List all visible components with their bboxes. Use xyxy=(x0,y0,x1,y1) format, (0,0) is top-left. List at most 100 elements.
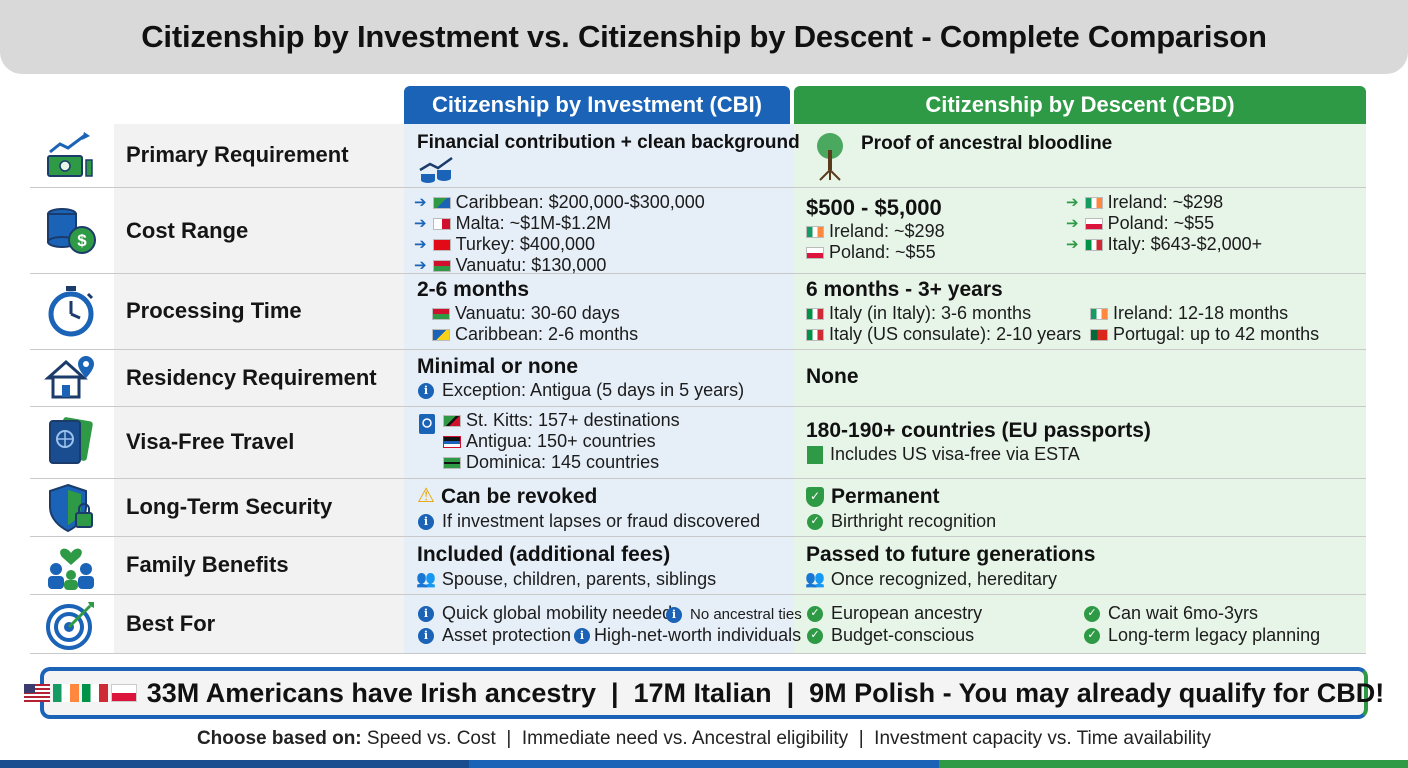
list-item: i High-net-worth individuals xyxy=(574,625,801,646)
list-item: ✓ Budget-conscious xyxy=(807,625,974,646)
cbi-cost-list: ➔ Caribbean: $200,000-$300,000 ➔ Malta: ~$… xyxy=(414,192,705,276)
list-item: Caribbean: 2-6 months xyxy=(432,324,638,345)
ancestry-banner: 33M Americans have Irish ancestry | 17M … xyxy=(23,667,1384,719)
flag-icon xyxy=(806,307,824,320)
cbi-processing-list: Vanuatu: 30-60 days Caribbean: 2-6 month… xyxy=(432,303,638,345)
stopwatch-icon xyxy=(44,284,98,338)
cbd-column-header: Citizenship by Descent (CBD) xyxy=(794,86,1366,124)
coins-chart-icon xyxy=(418,156,462,191)
flag-icon xyxy=(443,435,461,448)
row-family-benefits: Family Benefits Included (additional fee… xyxy=(30,537,1366,595)
check-icon: ✓ xyxy=(807,513,823,530)
family-tree-icon xyxy=(806,130,854,187)
flag-icon xyxy=(443,456,461,469)
passport-small-icon xyxy=(418,413,436,440)
people-icon: 👥 xyxy=(805,571,825,588)
cbi-column-header: Citizenship by Investment (CBI) xyxy=(404,86,790,124)
list-item: ✓ European ancestry xyxy=(807,603,982,624)
cbi-family-main: Included (additional fees) xyxy=(417,543,671,566)
cbd-processing-left: Italy (in Italy): 3-6 months Italy (US c… xyxy=(806,303,1081,345)
us-flag-icon xyxy=(23,684,50,702)
svg-text:$: $ xyxy=(77,231,87,250)
list-item: ➔ Vanuatu: $130,000 xyxy=(414,255,607,275)
flag-icon xyxy=(443,414,461,427)
list-item: ➔ Italy: $643-$2,000+ xyxy=(1066,234,1263,254)
shield-check-icon: ✓ xyxy=(806,486,824,507)
passport-icon xyxy=(44,415,98,469)
list-item: i No ancestral ties xyxy=(666,604,802,625)
cbi-column-background xyxy=(404,124,794,654)
cbd-cost-main: $500 - $5,000 xyxy=(806,195,942,220)
warning-icon: ⚠ xyxy=(417,485,435,507)
list-item: i Asset protection xyxy=(418,625,571,646)
cbd-family-main: Passed to future generations xyxy=(806,543,1096,566)
cbd-column-background xyxy=(794,124,1366,654)
flag-icon xyxy=(432,238,451,251)
italy-flag-icon xyxy=(81,684,108,702)
cbi-security-note: i If investment lapses or fraud discovere… xyxy=(418,511,760,532)
row-best-for: Best For i Quick global mobility needed i… xyxy=(30,595,1366,654)
footer-lead: Choose based on: xyxy=(196,728,362,749)
cbd-visa-note: Includes US visa-free via ESTA xyxy=(807,444,1080,465)
cbd-processing-right: Ireland: 12-18 months Portugal: up to 42… xyxy=(1090,303,1319,345)
cbi-residency-main: Minimal or none xyxy=(417,355,579,378)
flag-icon xyxy=(432,307,450,320)
row-primary-requirement: Primary Requirement Financial contributi… xyxy=(30,124,1366,188)
cbd-cost-left: Ireland: ~$298 Poland: ~$55 xyxy=(806,221,945,263)
row-label-cost: Cost Range xyxy=(126,218,249,243)
row-label-visa: Visa-Free Travel xyxy=(126,429,295,454)
row-label-best: Best For xyxy=(126,611,216,636)
row-label-family: Family Benefits xyxy=(126,552,289,577)
check-icon: ✓ xyxy=(1084,627,1100,644)
check-icon: ✓ xyxy=(1084,605,1100,622)
money-growth-icon xyxy=(44,130,98,184)
flag-icon xyxy=(432,328,450,341)
cbd-processing-main: 6 months - 3+ years xyxy=(806,278,1003,301)
list-item: ➔ Ireland: ~$298 xyxy=(1066,192,1224,212)
poland-flag-icon xyxy=(110,684,137,702)
info-icon: i xyxy=(574,627,590,644)
row-cost-range: $ Cost Range ➔ Caribbean: $200,000-$300,0… xyxy=(30,188,1366,276)
row-long-term-security: Long-Term Security ⚠ Can be revoked i If i… xyxy=(30,479,1366,537)
label-column-background xyxy=(114,124,404,654)
flag-icon xyxy=(432,217,451,230)
flag-icon xyxy=(1084,217,1103,230)
coins-dollar-icon: $ xyxy=(44,204,98,258)
flag-icon xyxy=(806,328,824,341)
cbi-security-main: ⚠ Can be revoked xyxy=(417,485,598,508)
flag-icon xyxy=(1084,238,1103,251)
ireland-flag-icon xyxy=(52,684,79,702)
list-item: Dominica: 145 countries xyxy=(443,452,680,473)
check-icon: ✓ xyxy=(807,627,823,644)
info-icon: i xyxy=(418,605,434,622)
cbd-cost-right: ➔ Ireland: ~$298 ➔ Poland: ~$55 ➔ Italy: $6… xyxy=(1066,192,1262,255)
cbi-family-note: 👥 Spouse, children, parents, siblings xyxy=(416,569,717,589)
cbd-visa-main: 180-190+ countries (EU passports) xyxy=(806,419,1151,442)
list-item: St. Kitts: 157+ destinations xyxy=(443,410,680,431)
row-label-primary: Primary Requirement xyxy=(126,142,349,167)
cbd-security-main: ✓ Permanent xyxy=(806,486,940,507)
row-visa-free-travel: Visa-Free Travel St. Kitts: 157+ destina… xyxy=(30,407,1366,479)
list-item: ➔ Malta: ~$1M-$1.2M xyxy=(414,213,612,233)
cbi-primary: Financial contribution + clean backgroun… xyxy=(417,132,800,153)
list-item: ➔ Caribbean: $200,000-$300,000 xyxy=(414,192,705,212)
banner-flags xyxy=(23,684,137,702)
flag-icon xyxy=(432,196,451,209)
info-icon: i xyxy=(418,382,434,399)
cbi-visa-list: St. Kitts: 157+ destinations Antigua: 15… xyxy=(443,410,680,473)
flag-icon xyxy=(1090,328,1108,341)
footer-rest: Speed vs. Cost | Immediate need vs. Ance… xyxy=(361,728,1212,749)
cbd-security-note: ✓ Birthright recognition xyxy=(807,511,996,532)
banner-text: 33M Americans have Irish ancestry | 17M … xyxy=(146,677,1385,708)
list-item: ➔ Poland: ~$55 xyxy=(1066,213,1215,233)
cbi-processing-main: 2-6 months xyxy=(417,278,530,301)
cbd-primary: Proof of ancestral bloodline xyxy=(861,133,1113,154)
flag-icon xyxy=(432,259,451,272)
info-icon: i xyxy=(418,627,434,644)
cbd-family-note: 👥 Once recognized, hereditary xyxy=(805,569,1058,589)
info-icon: i xyxy=(418,513,434,530)
list-item: i Quick global mobility needed xyxy=(418,603,672,624)
list-item: Antigua: 150+ countries xyxy=(443,431,680,452)
family-heart-icon xyxy=(44,539,98,593)
